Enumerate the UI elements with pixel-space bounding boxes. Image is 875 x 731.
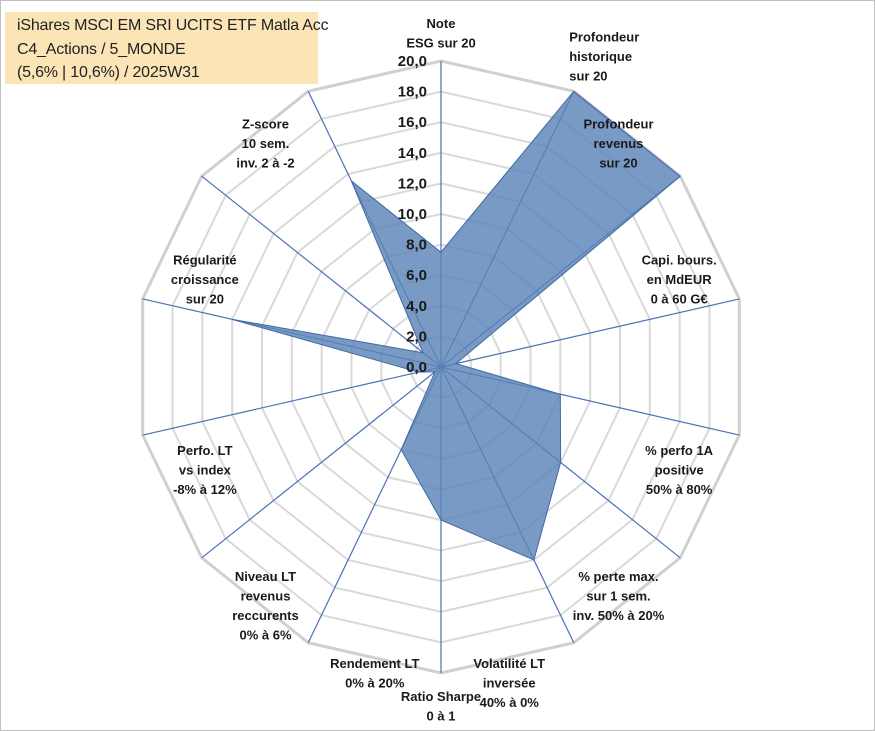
- fund-period: (5,6% | 10,6%) / 2025W31: [17, 64, 200, 81]
- tick-label-0: 0,0: [406, 359, 427, 376]
- fund-info-box: iShares MSCI EM SRI UCITS ETF Matla Acc …: [5, 12, 329, 84]
- category-label-0: Note ESG sur 20: [406, 16, 475, 51]
- tick-label-7: 14,0: [398, 145, 427, 162]
- category-label-2: Profondeur revenus sur 20: [583, 117, 653, 171]
- spoke-10: [142, 366, 442, 436]
- category-label-7: Ratio Sharpe 0 à 1: [401, 689, 481, 724]
- category-label-9: Niveau LT revenus reccurents 0% à 6%: [232, 569, 298, 643]
- tick-label-10: 20,0: [398, 53, 427, 70]
- spoke-3: [440, 298, 740, 368]
- tick-label-6: 12,0: [398, 175, 427, 192]
- tick-label-3: 6,0: [406, 267, 427, 284]
- category-label-12: Z-score 10 sem. inv. 2 à -2: [236, 117, 294, 171]
- fund-name: iShares MSCI EM SRI UCITS ETF Matla Acc: [17, 17, 329, 34]
- category-label-10: Perfo. LT vs index -8% à 12%: [173, 443, 237, 497]
- radial-tick-labels: 0,0 2,0 4,0 6,0 8,0 10,0 12,0 14,0 16,0 18,0 20,0: [398, 53, 427, 376]
- category-label-11: Régularité croissance sur 20: [171, 253, 239, 307]
- category-label-5: % perte max. sur 1 sem. inv. 50% à 20%: [573, 569, 665, 623]
- tick-label-8: 16,0: [398, 114, 427, 131]
- tick-label-9: 18,0: [398, 84, 427, 101]
- tick-label-5: 10,0: [398, 206, 427, 223]
- tick-label-4: 8,0: [406, 237, 427, 254]
- category-label-1: Profondeur historique sur 20: [569, 30, 639, 84]
- tick-label-2: 4,0: [406, 298, 427, 315]
- radar-series: [232, 90, 682, 561]
- spoke-12: [201, 175, 442, 368]
- category-label-8: Rendement LT 0% à 20%: [330, 656, 419, 691]
- spoke-9: [201, 366, 442, 559]
- fund-category: C4_Actions / 5_MONDE: [17, 41, 186, 58]
- category-label-6: Volatilité LT inversée 40% à 0%: [473, 656, 545, 710]
- category-label-4: % perfo 1A positive 50% à 80%: [645, 443, 714, 497]
- category-label-3: Capi. bours. en MdEUR 0 à 60 G€: [642, 253, 717, 307]
- tick-label-1: 2,0: [406, 328, 427, 345]
